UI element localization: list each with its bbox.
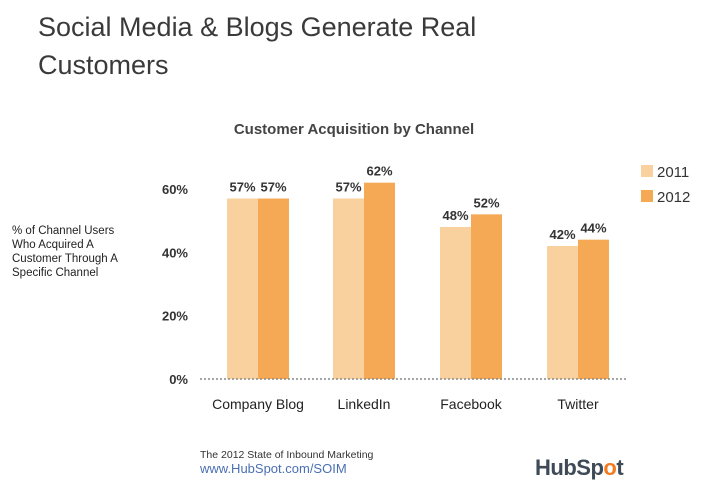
x-tick-label: LinkedIn xyxy=(338,396,391,412)
data-label: 57% xyxy=(260,180,286,195)
legend-label: 2011 xyxy=(657,164,689,181)
data-label: 52% xyxy=(473,195,499,210)
logo-text-2: t xyxy=(616,455,624,480)
y-axis-label-line: Specific Channel xyxy=(12,267,98,279)
bar-2011 xyxy=(440,227,471,379)
legend-label: 2012 xyxy=(657,189,690,206)
legend-swatch-2011 xyxy=(641,165,653,177)
logo-sprocket-o: o xyxy=(603,455,617,480)
hubspot-logo: HubSpot xyxy=(535,455,624,481)
logo-text-1: HubSp xyxy=(535,455,604,480)
data-label: 57% xyxy=(229,180,255,195)
data-label: 62% xyxy=(366,164,392,179)
bar-2011 xyxy=(227,198,258,379)
x-tick-label: Facebook xyxy=(440,396,502,412)
data-label: 48% xyxy=(442,208,468,223)
bar-2012 xyxy=(364,182,395,379)
y-tick-label: 60% xyxy=(162,182,188,197)
y-axis-label-line: Who Acquired A xyxy=(12,239,94,251)
chart-title: Customer Acquisition by Channel xyxy=(234,121,474,138)
data-label: 44% xyxy=(580,221,606,236)
slide-title: Social Media & Blogs Generate Real Custo… xyxy=(38,12,477,80)
bar-2012 xyxy=(258,198,289,379)
legend-swatch-2012 xyxy=(641,190,653,202)
data-label: 57% xyxy=(335,180,361,195)
y-axis-label-line: Customer Through A xyxy=(12,253,118,265)
x-tick-label: Company Blog xyxy=(212,396,304,412)
y-tick-label: 20% xyxy=(162,309,188,324)
source-link[interactable]: www.HubSpot.com/SOIM xyxy=(200,461,347,476)
source-caption: The 2012 State of Inbound Marketing xyxy=(200,449,374,461)
x-tick-label: Twitter xyxy=(557,396,599,412)
y-tick-label: 0% xyxy=(169,372,188,387)
bar-2012 xyxy=(578,239,609,379)
y-tick-label: 40% xyxy=(162,245,188,260)
bar-2012 xyxy=(471,214,502,379)
data-label: 42% xyxy=(549,227,575,242)
bar-2011 xyxy=(333,198,364,379)
bar-2011 xyxy=(547,246,578,379)
y-axis-label-line: % of Channel Users xyxy=(12,225,115,237)
